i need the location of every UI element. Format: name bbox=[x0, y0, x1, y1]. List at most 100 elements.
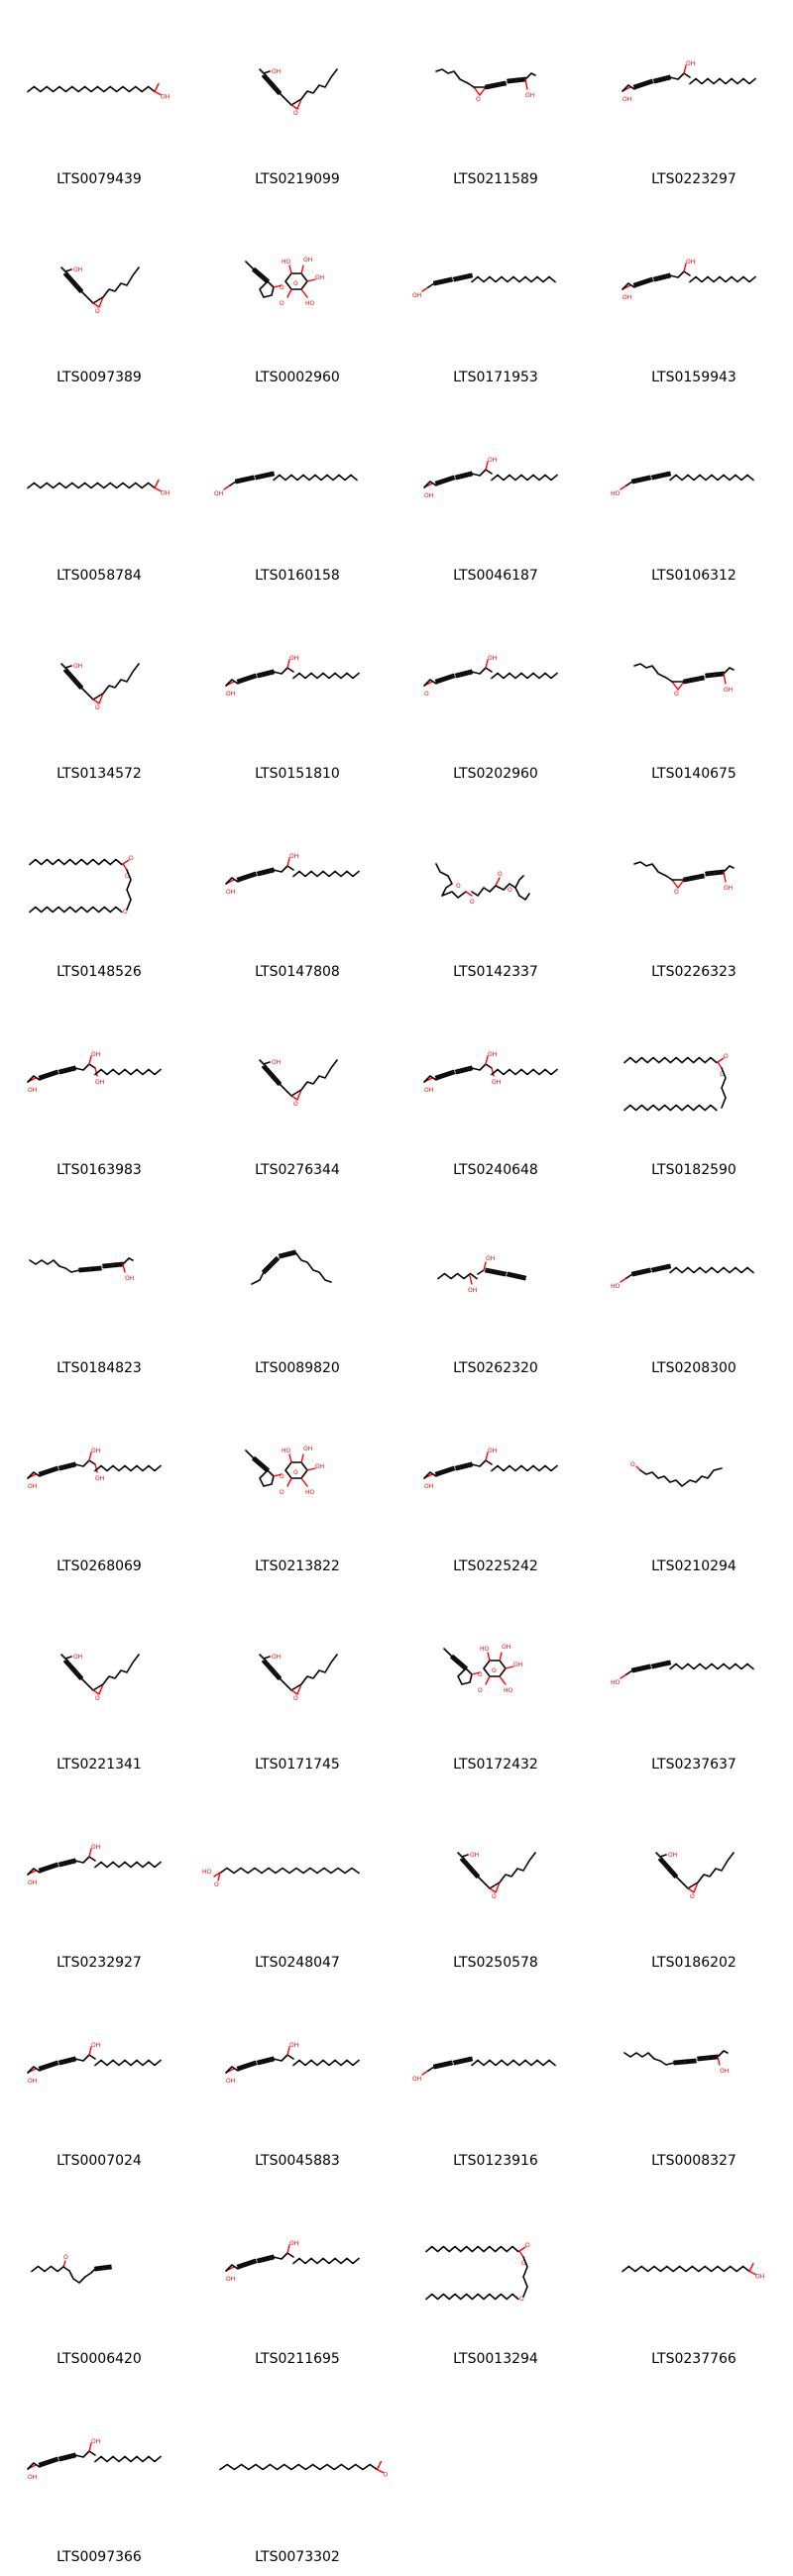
bond-line bbox=[435, 1071, 455, 1079]
bond-path bbox=[27, 1471, 41, 1479]
bond-line bbox=[489, 1881, 501, 1889]
bond-line bbox=[693, 1881, 699, 1893]
bond-line bbox=[88, 1848, 92, 1858]
molecule-structure: OH bbox=[214, 471, 358, 497]
bond-path bbox=[723, 667, 735, 675]
bond-path bbox=[457, 1667, 473, 1685]
bond-path bbox=[292, 2059, 360, 2067]
heteroatom-label: OH bbox=[513, 1662, 522, 1668]
bond-line bbox=[98, 1683, 104, 1695]
heteroatom-label: OH bbox=[468, 1287, 477, 1294]
molecule-cell: O OH LTS0211589 bbox=[396, 0, 595, 198]
bond-line bbox=[64, 272, 82, 292]
heteroatom-label: O bbox=[125, 873, 130, 880]
molecule-structure: OH OH bbox=[423, 1448, 558, 1490]
molecule-cell: OH OH LTS0225242 bbox=[396, 1387, 595, 1585]
heteroatom-label: OH bbox=[724, 687, 733, 694]
heteroatom-label: O bbox=[280, 1489, 284, 1496]
bond-path bbox=[423, 481, 437, 488]
molecule-cell: O OH LTS0140675 bbox=[595, 594, 793, 793]
bond-line bbox=[421, 2070, 429, 2076]
bond-line bbox=[453, 274, 473, 280]
molecule-cell: OH O LTS0186202 bbox=[595, 1783, 793, 1982]
bond-path bbox=[60, 663, 72, 669]
heteroatom-label: OH bbox=[315, 1463, 324, 1470]
bond-path bbox=[633, 663, 673, 683]
molecule-cell: OH OH OH LTS0163983 bbox=[0, 991, 198, 1189]
bond-line bbox=[286, 288, 292, 298]
heteroatom-label: OH bbox=[226, 691, 235, 698]
molecule-cell: OH O LTS0250578 bbox=[396, 1783, 595, 1982]
bond-path bbox=[273, 667, 294, 675]
molecule-structure: OH O bbox=[60, 267, 140, 315]
bond-line bbox=[630, 1267, 651, 1274]
bond-path bbox=[126, 869, 132, 911]
heteroatom-label: O bbox=[280, 1473, 284, 1480]
bond-path bbox=[669, 1663, 754, 1670]
bond-line bbox=[433, 2062, 453, 2068]
bond-path bbox=[689, 275, 756, 283]
bond-line bbox=[673, 2060, 697, 2064]
bond-line bbox=[485, 659, 489, 669]
heteroatom-label: O bbox=[123, 909, 128, 915]
bond-line bbox=[658, 1859, 676, 1878]
bond-path bbox=[27, 482, 156, 489]
molecule-cell: OH OH LTS0007024 bbox=[0, 1982, 198, 2180]
bond-path bbox=[471, 2059, 556, 2067]
molecule-cell: OH OH LTS0262320 bbox=[396, 1189, 595, 1387]
bond-path bbox=[457, 1852, 469, 1858]
bond-line bbox=[254, 471, 275, 478]
heteroatom-label: OH bbox=[488, 1448, 497, 1454]
molecule-id-label: LTS0171953 bbox=[453, 370, 538, 385]
molecule-id-label: LTS0058784 bbox=[57, 568, 142, 584]
molecule-structure bbox=[251, 1249, 332, 1285]
molecule-structure: HO bbox=[611, 471, 754, 497]
heteroatom-label: O bbox=[492, 1667, 497, 1674]
bond-path bbox=[435, 863, 467, 899]
bond-line bbox=[296, 98, 302, 110]
heteroatom-label: OH bbox=[95, 1475, 104, 1482]
bond-line bbox=[262, 1066, 280, 1086]
heteroatom-label: O bbox=[508, 887, 512, 894]
bond-line bbox=[631, 477, 651, 483]
bond-line bbox=[453, 2059, 474, 2066]
bond-line bbox=[705, 671, 725, 676]
bond-path bbox=[425, 2293, 519, 2301]
bond-line bbox=[122, 1263, 126, 1273]
bond-line bbox=[236, 871, 257, 880]
bond-line bbox=[455, 671, 473, 677]
heteroatom-label: OH bbox=[28, 2078, 37, 2085]
bond-line bbox=[92, 693, 104, 700]
bond-line bbox=[264, 73, 282, 93]
bond-path bbox=[29, 906, 123, 913]
bond-line bbox=[485, 1675, 491, 1685]
bond-path bbox=[60, 267, 72, 272]
molecule-id-label: LTS0262320 bbox=[453, 1360, 538, 1376]
molecule-id-label: LTS0211589 bbox=[453, 171, 538, 187]
bond-line bbox=[290, 1089, 302, 1097]
heteroatom-label: OH bbox=[91, 1051, 100, 1058]
bond-line bbox=[279, 1251, 296, 1257]
molecule-structure: OH OH bbox=[225, 655, 360, 698]
bond-line bbox=[88, 1451, 92, 1461]
bond-line bbox=[633, 278, 653, 286]
molecule-id-label: LTS0007024 bbox=[57, 2153, 142, 2169]
heteroatom-label: OH bbox=[91, 2438, 100, 2445]
bond-line bbox=[234, 475, 255, 482]
bond-line bbox=[102, 1263, 124, 1267]
bond-path bbox=[245, 1449, 255, 1459]
bond-line bbox=[659, 1858, 677, 1878]
bond-line bbox=[57, 1065, 76, 1072]
bond-line bbox=[39, 1864, 58, 1872]
bond-line bbox=[57, 2452, 76, 2459]
molecule-id-label: LTS0046187 bbox=[453, 568, 538, 584]
heteroatom-label: OH bbox=[226, 2078, 235, 2085]
heteroatom-label: OH bbox=[161, 490, 170, 497]
bond-path bbox=[471, 275, 556, 283]
bond-line bbox=[651, 1265, 671, 1271]
molecule-cell: OH LTS0184823 bbox=[0, 1189, 198, 1387]
bond-line bbox=[650, 471, 671, 478]
bond-line bbox=[432, 2060, 453, 2067]
molecule-structure: OH O bbox=[259, 1654, 338, 1702]
bond-line bbox=[723, 871, 727, 883]
